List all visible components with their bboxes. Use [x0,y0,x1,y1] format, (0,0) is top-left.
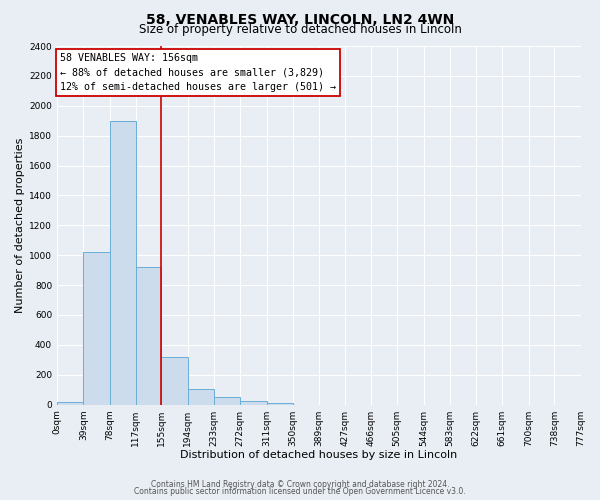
Text: 58, VENABLES WAY, LINCOLN, LN2 4WN: 58, VENABLES WAY, LINCOLN, LN2 4WN [146,12,454,26]
Bar [110,120,136,405]
X-axis label: Distribution of detached houses by size in Lincoln: Distribution of detached houses by size … [180,450,457,460]
Y-axis label: Number of detached properties: Number of detached properties [15,138,25,313]
Bar [83,252,110,404]
Text: Size of property relative to detached houses in Lincoln: Size of property relative to detached ho… [139,22,461,36]
Bar [240,401,266,404]
Bar [214,397,240,404]
Bar [266,403,293,404]
Bar [136,267,161,404]
Text: 58 VENABLES WAY: 156sqm
← 88% of detached houses are smaller (3,829)
12% of semi: 58 VENABLES WAY: 156sqm ← 88% of detache… [60,54,336,92]
Bar [57,402,83,404]
Text: Contains public sector information licensed under the Open Government Licence v3: Contains public sector information licen… [134,488,466,496]
Bar [161,357,188,405]
Bar [188,389,214,404]
Text: Contains HM Land Registry data © Crown copyright and database right 2024.: Contains HM Land Registry data © Crown c… [151,480,449,489]
